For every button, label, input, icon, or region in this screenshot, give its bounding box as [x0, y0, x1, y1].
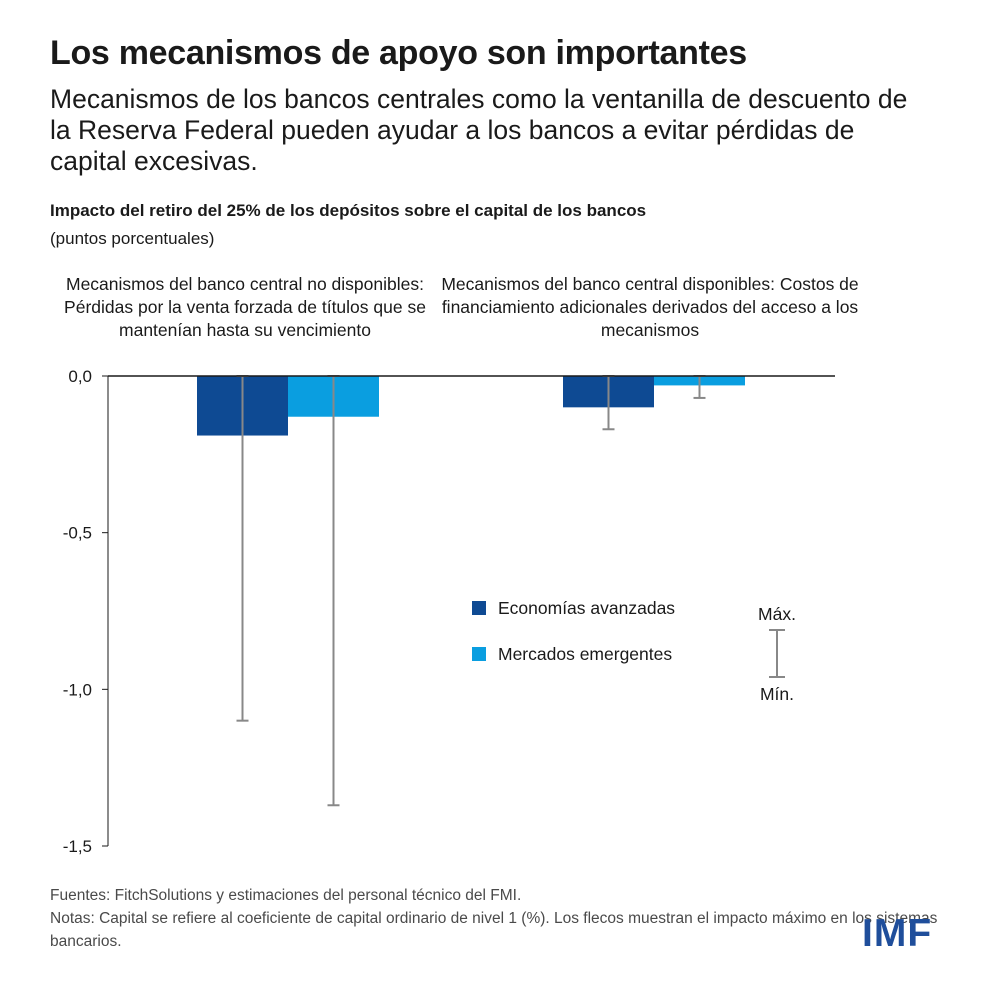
imf-logo: IMF [862, 912, 933, 955]
y-tick-label: 0,0 [68, 367, 92, 386]
panel-title-no-facilities: Mecanismos del banco central no disponib… [64, 274, 426, 340]
legend-swatch [472, 647, 486, 661]
legend-label: Economías avanzadas [498, 598, 675, 618]
footer-notes: Notas: Capital se refiere al coeficiente… [50, 910, 938, 950]
footer-sources: Fuentes: FitchSolutions y estimaciones d… [50, 887, 522, 904]
y-tick-label: -1,5 [63, 837, 92, 856]
chart-units: (puntos porcentuales) [50, 229, 215, 248]
legend-label: Mercados emergentes [498, 644, 672, 664]
footer: Fuentes: FitchSolutions y estimaciones d… [50, 884, 990, 953]
chart-title: Impacto del retiro del 25% de los depósi… [50, 201, 647, 220]
legend-max-label: Máx. [758, 604, 796, 624]
legend-min-label: Mín. [760, 684, 794, 704]
page-subtitle: Mecanismos de los bancos centrales como … [50, 84, 908, 176]
panel-title-facilities-available: Mecanismos del banco central disponibles… [441, 274, 859, 340]
page-title: Los mecanismos de apoyo son importantes [50, 34, 747, 72]
legend-swatch [472, 601, 486, 615]
y-tick-label: -0,5 [63, 524, 92, 543]
y-tick-label: -1,0 [63, 680, 92, 699]
